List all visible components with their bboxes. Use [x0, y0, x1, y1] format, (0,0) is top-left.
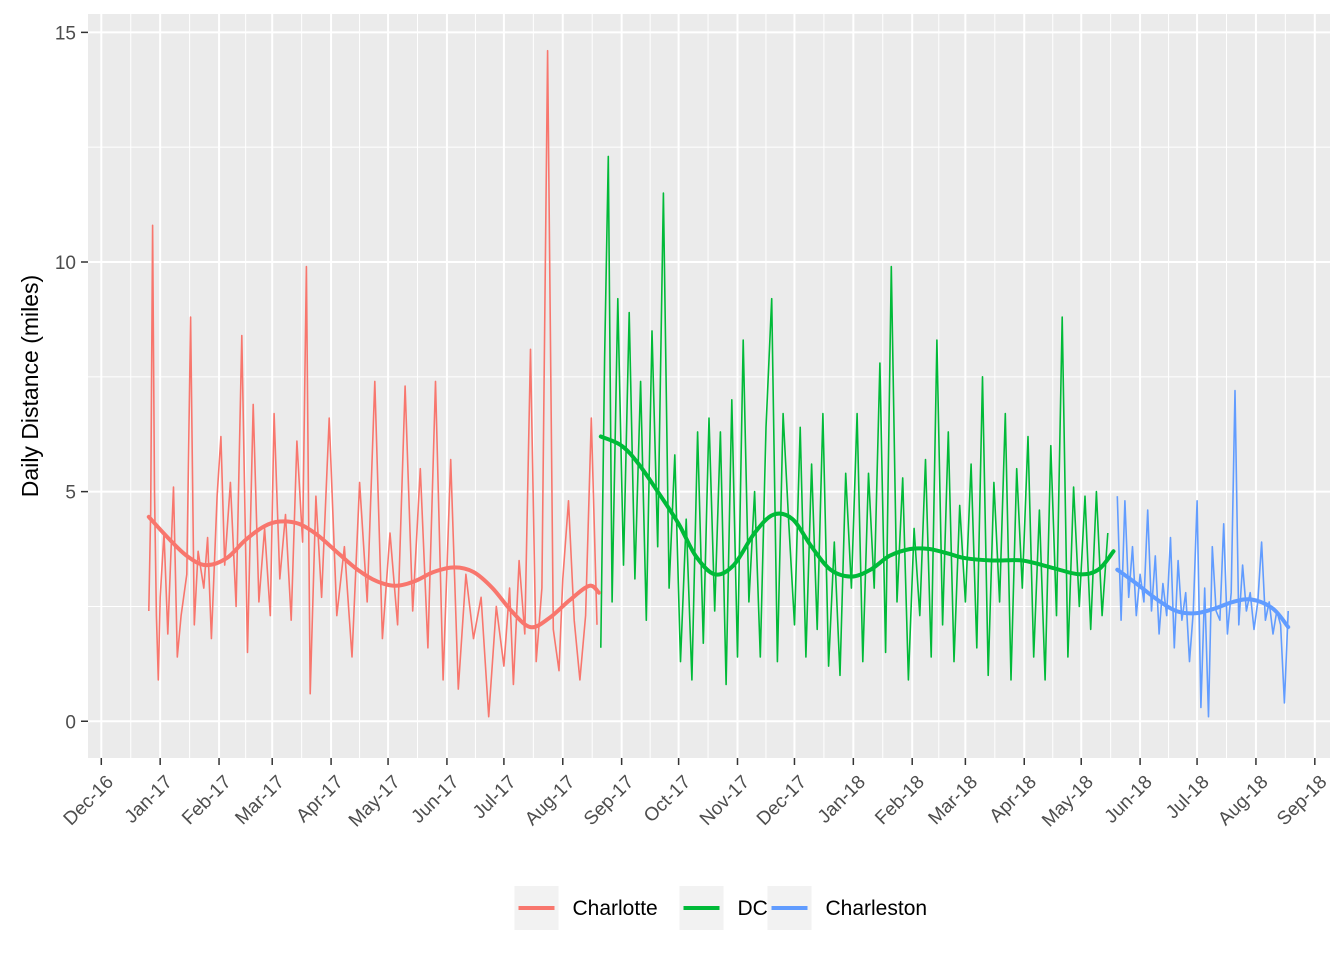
legend-item-charleston: Charleston: [767, 886, 928, 930]
x-tick-label: Aug-17: [521, 772, 579, 830]
x-tick-label: Mar-18: [925, 772, 982, 829]
smooth-lines: [146, 434, 1291, 630]
smooth-line-charleston: [1115, 567, 1291, 630]
x-tick-label: Sep-18: [1273, 772, 1331, 830]
x-tick-label: Jul-18: [1162, 772, 1213, 823]
x-tick-label: Jun-17: [408, 772, 464, 828]
smooth-line-charlotte: [146, 514, 601, 630]
series-line-dc: [600, 155, 1109, 686]
x-tick-label: Jul-17: [469, 772, 520, 823]
x-tick-label: Oct-17: [640, 772, 695, 827]
legend-label: Charleston: [826, 897, 928, 920]
x-tick-label: Nov-17: [696, 772, 754, 830]
x-tick-label: Jun-18: [1101, 772, 1157, 828]
plot-panel: [88, 14, 1330, 758]
x-tick-label: Jan-18: [814, 772, 870, 828]
x-tick-label: May-17: [345, 772, 405, 832]
series-lines: [148, 49, 1289, 718]
major-gridlines: [88, 14, 1330, 758]
legend-label: DC: [738, 897, 768, 920]
series-line-charleston: [1116, 389, 1289, 718]
y-axis-title: Daily Distance (miles): [17, 275, 43, 497]
legend: Charlotte DC Charleston: [514, 886, 928, 930]
y-tick-label: 0: [65, 712, 76, 733]
x-tick-label: Feb-18: [871, 772, 928, 829]
x-tick-label: Dec-16: [60, 772, 118, 830]
x-tick-label: Aug-18: [1214, 772, 1272, 830]
series-line-charlotte: [148, 49, 598, 718]
y-tick-label: 15: [55, 23, 76, 44]
x-tick-label: Feb-17: [178, 772, 235, 829]
x-tick-label: Dec-17: [753, 772, 811, 830]
x-tick-label: Mar-17: [231, 772, 288, 829]
legend-item-dc: DC: [679, 886, 768, 930]
smooth-line-dc: [598, 434, 1116, 579]
legend-item-charlotte: Charlotte: [514, 886, 658, 930]
x-tick-label: Apr-17: [292, 772, 347, 827]
y-axis: 0 5 10 15: [55, 23, 88, 733]
legend-label: Charlotte: [573, 897, 658, 920]
y-tick-label: 10: [55, 253, 76, 274]
y-tick-label: 5: [65, 483, 76, 504]
x-tick-label: Apr-18: [986, 772, 1041, 827]
x-tick-label: Sep-17: [580, 772, 638, 830]
x-tick-label: May-18: [1038, 772, 1098, 832]
x-tick-label: Jan-17: [121, 772, 177, 828]
